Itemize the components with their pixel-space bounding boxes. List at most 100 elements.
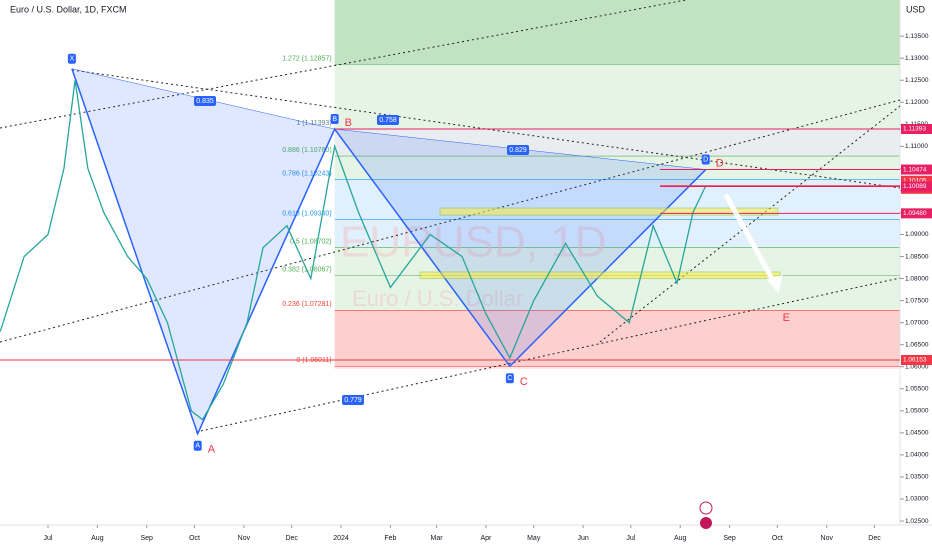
target-arrow xyxy=(723,193,778,287)
x-tick-label: Dec xyxy=(868,535,881,542)
point-badge xyxy=(67,53,76,64)
point-label-red: D xyxy=(716,157,724,169)
x-tick-label: Jun xyxy=(577,535,588,542)
price-line xyxy=(0,80,707,421)
arrow-head xyxy=(766,275,783,294)
y-tick-label: 1.08500 xyxy=(905,253,929,260)
fib-zone xyxy=(334,310,901,367)
fib-label: 1.272 (1.12857) xyxy=(282,55,331,62)
y-tick-label: 1.06500 xyxy=(905,341,929,348)
point-badge xyxy=(330,114,339,125)
point-badge xyxy=(505,373,514,384)
y-tick-label: 1.13000 xyxy=(905,55,929,62)
x-tick-label: Apr xyxy=(480,535,492,542)
x-tick-label: Nov xyxy=(821,535,834,542)
point-label: A xyxy=(195,443,200,450)
price-tag xyxy=(901,124,932,135)
fib-zone xyxy=(334,275,901,311)
ratio-badge xyxy=(507,145,529,155)
fib-zone xyxy=(334,129,901,157)
trend-line xyxy=(599,105,901,343)
point-badge xyxy=(701,154,710,165)
trend-line xyxy=(0,99,901,343)
y-tick-label: 1.09000 xyxy=(905,231,929,238)
icon[interactable] xyxy=(700,517,712,529)
fib-zone xyxy=(334,156,901,180)
price-tag xyxy=(901,181,932,192)
fib-label: 0.618 (1.09340) xyxy=(282,210,331,217)
fib-label: 0.5 (1.08702) xyxy=(290,238,332,245)
y-tick-label: 1.04500 xyxy=(905,430,929,437)
target-label: E xyxy=(783,312,790,324)
y-tick-label: 1.11000 xyxy=(905,143,928,150)
y-tick-label: 1.06000 xyxy=(905,363,929,370)
ratio-badge xyxy=(342,395,364,405)
fib-label: 0.786 (1.10243) xyxy=(282,171,331,178)
y-tick-label: 1.12500 xyxy=(905,77,929,84)
point-label-red: B xyxy=(345,117,352,129)
fib-zone xyxy=(334,247,901,276)
y-tick-label: 1.07000 xyxy=(905,319,929,326)
x-tick-label: Aug xyxy=(91,535,104,542)
x-tick-label: Oct xyxy=(772,535,783,542)
ratio-label: 0.758 xyxy=(379,117,397,124)
trend-line xyxy=(195,277,901,433)
point-label: B xyxy=(332,116,337,123)
ratio-label: 0.835 xyxy=(196,98,214,105)
point-label-red: C xyxy=(520,376,528,388)
pattern-area xyxy=(71,68,335,434)
x-tick-label: Aug xyxy=(674,535,687,542)
point-label: X xyxy=(70,56,75,63)
ratio-label: 0.829 xyxy=(509,147,527,154)
x-tick-label: Nov xyxy=(238,535,251,542)
fib-zone xyxy=(334,0,901,65)
point-badge xyxy=(193,440,202,451)
x-tick-label: Sep xyxy=(141,535,154,542)
y-tick-label: 1.07500 xyxy=(905,297,929,304)
x-tick-label: Jul xyxy=(626,535,635,542)
x-tick-label: Feb xyxy=(384,535,396,542)
fib-zone xyxy=(334,219,901,248)
y-tick-label: 1.05000 xyxy=(905,408,929,415)
x-tick-label: Dec xyxy=(285,535,298,542)
ratio-badge xyxy=(194,96,216,106)
price-tag-label: 1.10105 xyxy=(903,178,927,185)
point-label-red: A xyxy=(208,444,216,456)
ratio-badge xyxy=(377,115,399,125)
y-tick-label: 1.03000 xyxy=(905,496,929,503)
x-tick-label: May xyxy=(527,535,541,542)
x-tick-label: Sep xyxy=(723,535,736,542)
pattern-area xyxy=(334,129,706,367)
y-tick-label: 1.08000 xyxy=(905,275,929,282)
x-tick-label: 2024 xyxy=(333,535,349,542)
y-tick-label: 1.03500 xyxy=(905,474,929,481)
chart-title: Euro / U.S. Dollar, 1D, FXCM xyxy=(10,4,127,14)
currency: USD xyxy=(906,4,926,14)
y-tick-label: 1.04000 xyxy=(905,452,929,459)
support-zone xyxy=(439,207,779,216)
ratio-label: 0.779 xyxy=(344,397,362,404)
x-tick-label: Jul xyxy=(44,535,53,542)
price-tag-label: 1.10474 xyxy=(903,166,927,173)
x-tick-label: Mar xyxy=(431,535,444,542)
price-tag-label: 1.11393 xyxy=(903,126,926,133)
support-zone xyxy=(419,271,781,280)
price-tag-label: 1.10089 xyxy=(903,183,927,190)
fib-label: 1 (1.11393) xyxy=(296,120,331,127)
y-tick-label: 1.12000 xyxy=(905,99,929,106)
price-tag-label: 1.09480 xyxy=(903,210,927,217)
point-label: D xyxy=(703,156,708,163)
price-tag xyxy=(901,208,932,219)
point-label: C xyxy=(507,375,512,382)
y-tick-label: 1.13500 xyxy=(905,33,929,40)
watermark-sub: Euro / U.S. Dollar xyxy=(352,286,523,311)
y-tick-label: 1.05500 xyxy=(905,386,929,393)
x-tick-label: Oct xyxy=(189,535,200,542)
icon[interactable] xyxy=(699,501,713,515)
fib-label: 0.886 (1.10780) xyxy=(282,147,331,154)
price-tag xyxy=(901,164,932,175)
fib-label: 0.236 (1.07281) xyxy=(282,301,331,308)
fib-label: 0 (1.06011) xyxy=(296,357,331,364)
trend-line xyxy=(71,69,901,189)
price-tag-label: 1.06153 xyxy=(903,357,927,364)
